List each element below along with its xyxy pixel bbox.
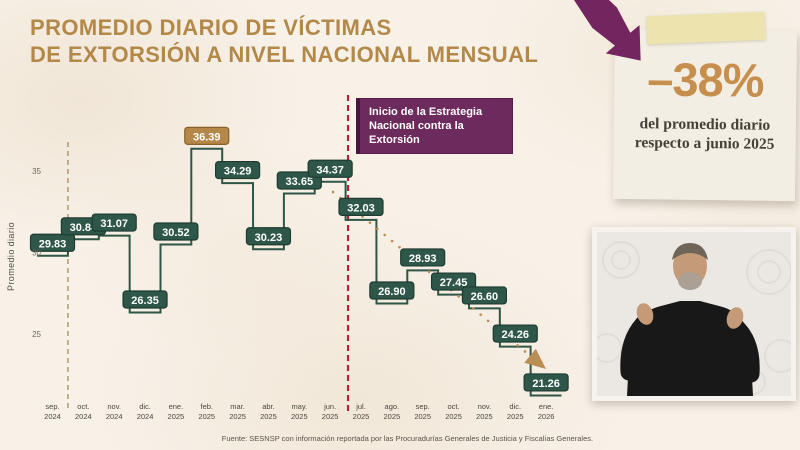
down-trend-arrow-icon	[573, 0, 641, 61]
y-tick-label: 30	[32, 249, 41, 258]
value-label-box	[400, 248, 446, 267]
x-tick-year: 2025	[445, 412, 462, 421]
value-label: 30.84	[70, 222, 98, 234]
value-label: 33.65	[286, 176, 314, 188]
strategy-annotation-line2: Nacional contra la Extorsión	[369, 120, 464, 146]
x-tick-year: 2025	[384, 412, 401, 421]
x-tick-month: ene.	[539, 402, 554, 411]
x-tick-year: 2025	[291, 412, 308, 421]
value-label-box	[184, 126, 230, 145]
x-tick-month: may.	[291, 402, 307, 411]
page-title-line1: PROMEDIO DIARIO DE VÍCTIMAS	[30, 15, 392, 40]
x-tick-month: sep.	[416, 402, 430, 411]
value-label: 26.35	[131, 295, 159, 307]
x-tick-month: feb.	[200, 402, 213, 411]
value-label: 24.26	[501, 329, 529, 341]
x-tick-year: 2024	[75, 412, 92, 421]
arrow-shape	[573, 0, 641, 61]
x-tick-month: jun.	[323, 402, 336, 411]
x-tick-year: 2025	[229, 412, 246, 421]
value-label: 34.29	[224, 166, 252, 178]
x-tick-month: ago.	[385, 402, 400, 411]
value-label-box	[91, 213, 137, 232]
x-tick-year: 2024	[106, 412, 123, 421]
value-label: 26.90	[378, 286, 406, 298]
page-title: PROMEDIO DIARIO DE VÍCTIMAS DE EXTORSIÓN…	[30, 14, 538, 68]
x-tick-year: 2025	[260, 412, 277, 421]
x-tick-year: 2025	[353, 412, 370, 421]
value-label: 30.52	[162, 227, 190, 239]
strategy-annotation-line1: Inicio de la Estrategia	[369, 106, 483, 118]
value-label: 21.26	[532, 378, 560, 390]
x-tick-month: dic.	[139, 402, 151, 411]
value-label: 30.23	[255, 232, 283, 244]
y-tick-label: 25	[32, 330, 41, 339]
x-tick-year: 2024	[137, 412, 154, 421]
x-tick-year: 2024	[44, 412, 61, 421]
x-tick-month: nov.	[478, 402, 492, 411]
x-tick-month: mar.	[230, 402, 245, 411]
x-tick-month: ene.	[169, 402, 184, 411]
value-label: 32.03	[347, 202, 375, 214]
value-label-box	[153, 222, 199, 241]
x-tick-year: 2025	[476, 412, 493, 421]
source-note: Fuente: SESNSP con información reportada…	[221, 434, 594, 443]
value-label: 26.60	[471, 291, 499, 303]
value-label-box	[369, 281, 415, 300]
x-tick-year: 2025	[507, 412, 524, 421]
value-label-box	[430, 272, 477, 291]
value-label-box	[492, 324, 538, 343]
x-tick-year: 2025	[168, 412, 185, 421]
value-label-box	[29, 233, 76, 252]
value-label: 29.83	[39, 238, 67, 250]
x-tick-month: oct.	[448, 402, 460, 411]
y-tick-label: 35	[32, 167, 41, 176]
interpreter-person	[620, 243, 760, 396]
value-label: 36.39	[193, 131, 221, 143]
value-label-box	[461, 286, 507, 305]
x-tick-month: abr.	[262, 402, 275, 411]
interpreter-video	[592, 227, 798, 401]
value-label-box	[215, 160, 261, 180]
value-label-box	[523, 373, 569, 392]
x-tick-year: 2026	[538, 412, 555, 421]
value-label-box	[245, 227, 292, 246]
interpreter-figure	[592, 232, 798, 396]
strategy-annotation: Inicio de la Estrategia Nacional contra …	[356, 98, 513, 154]
y-axis-title: Promedio diario	[6, 222, 16, 291]
x-tick-month: dic.	[509, 402, 521, 411]
x-tick-month: oct.	[77, 402, 89, 411]
x-tick-year: 2025	[198, 412, 215, 421]
highlight-description: del promedio diario respecto a junio 202…	[634, 115, 775, 153]
page-title-line2: DE EXTORSIÓN A NIVEL NACIONAL MENSUAL	[30, 42, 539, 67]
value-label: 34.37	[316, 164, 344, 176]
value-label: 28.93	[409, 253, 437, 265]
x-tick-year: 2025	[322, 412, 339, 421]
value-label-box	[307, 159, 353, 178]
x-tick-year: 2025	[414, 412, 431, 421]
value-label-box	[338, 197, 384, 217]
value-label-box	[122, 290, 168, 309]
value-label: 27.45	[440, 277, 468, 289]
x-tick-month: sep.	[45, 402, 59, 411]
value-label: 31.07	[100, 218, 128, 230]
x-tick-month: jul.	[355, 402, 366, 411]
x-tick-month: nov.	[107, 402, 121, 411]
